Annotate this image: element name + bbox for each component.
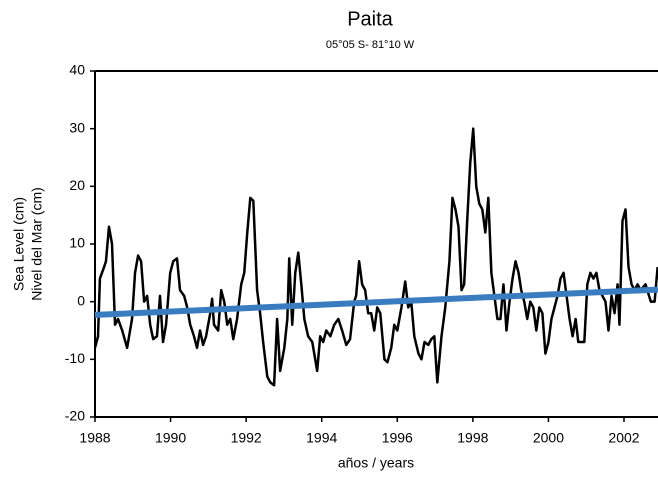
y-tick-label: 0 [77, 292, 85, 308]
x-tick-label: 1988 [79, 430, 110, 446]
y-axis-label: Sea Level (cm) [11, 197, 27, 291]
chart-subtitle: 05°05 S- 81°10 W [326, 39, 415, 51]
y-tick-label: -20 [65, 408, 85, 424]
chart-title: Paita [347, 8, 393, 30]
x-tick-label: 1998 [457, 430, 488, 446]
y-tick-label: 10 [69, 235, 85, 251]
x-tick-label: 1996 [382, 430, 413, 446]
x-tick-label: 1994 [306, 430, 337, 446]
data-line [94, 286, 658, 318]
x-tick-label: 1990 [155, 430, 186, 446]
y-tick-label: 40 [69, 62, 85, 78]
x-tick-label: 1992 [231, 430, 262, 446]
x-tick-label: 2000 [533, 430, 564, 446]
data-line [93, 127, 658, 387]
x-axis-label: años / years [338, 455, 414, 471]
y-tick-label: 20 [69, 177, 85, 193]
y-axis-label: Nivel del Mar (cm) [29, 187, 45, 301]
x-tick-label: 2002 [608, 430, 639, 446]
y-tick-label: -10 [65, 350, 85, 366]
y-tick-label: 30 [69, 119, 85, 135]
